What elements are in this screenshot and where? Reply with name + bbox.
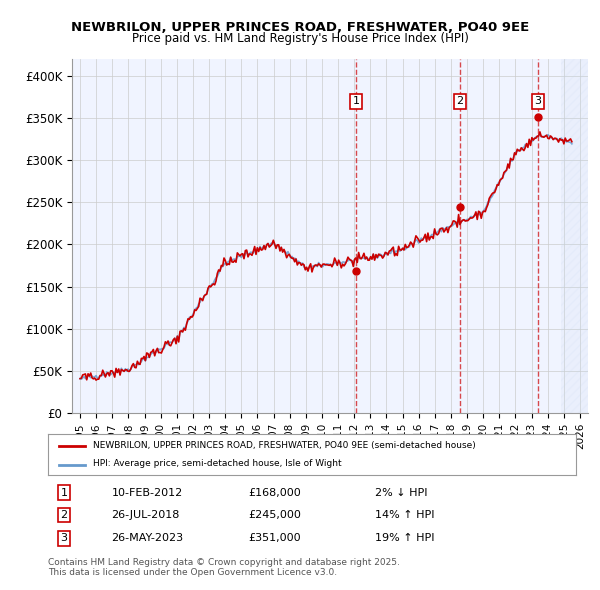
Text: Price paid vs. HM Land Registry's House Price Index (HPI): Price paid vs. HM Land Registry's House … xyxy=(131,32,469,45)
Text: 14% ↑ HPI: 14% ↑ HPI xyxy=(376,510,435,520)
Text: 1: 1 xyxy=(61,488,67,497)
Text: NEWBRILON, UPPER PRINCES ROAD, FRESHWATER, PO40 9EE (semi-detached house): NEWBRILON, UPPER PRINCES ROAD, FRESHWATE… xyxy=(93,441,476,450)
Text: 2% ↓ HPI: 2% ↓ HPI xyxy=(376,488,428,497)
Text: 10-FEB-2012: 10-FEB-2012 xyxy=(112,488,182,497)
Text: £351,000: £351,000 xyxy=(248,533,301,543)
Text: 1: 1 xyxy=(352,97,359,106)
Text: 3: 3 xyxy=(535,97,542,106)
Text: £168,000: £168,000 xyxy=(248,488,301,497)
Text: 26-JUL-2018: 26-JUL-2018 xyxy=(112,510,180,520)
Text: 2: 2 xyxy=(457,97,464,106)
Text: Contains HM Land Registry data © Crown copyright and database right 2025.
This d: Contains HM Land Registry data © Crown c… xyxy=(48,558,400,577)
Text: HPI: Average price, semi-detached house, Isle of Wight: HPI: Average price, semi-detached house,… xyxy=(93,459,341,468)
Text: £245,000: £245,000 xyxy=(248,510,302,520)
Text: 26-MAY-2023: 26-MAY-2023 xyxy=(112,533,184,543)
Text: 2: 2 xyxy=(60,510,67,520)
Bar xyxy=(560,59,588,413)
Text: 3: 3 xyxy=(61,533,67,543)
Text: 19% ↑ HPI: 19% ↑ HPI xyxy=(376,533,435,543)
Text: NEWBRILON, UPPER PRINCES ROAD, FRESHWATER, PO40 9EE: NEWBRILON, UPPER PRINCES ROAD, FRESHWATE… xyxy=(71,21,529,34)
